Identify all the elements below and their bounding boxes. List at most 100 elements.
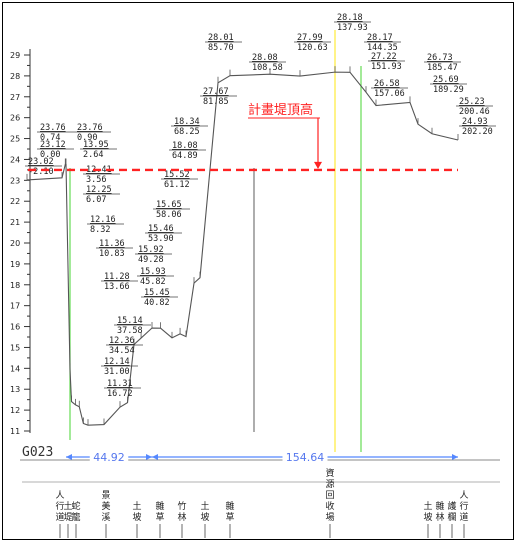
elevation-axis: 29 28 27 26 25 24 23 22 21 20 19 18 17 16 15 14 13 12 11 bbox=[10, 49, 31, 436]
svg-text:蛇: 蛇 bbox=[71, 500, 80, 512]
design-crest-label: 計畫堤頂高 bbox=[248, 102, 313, 118]
y-tick-label: 14 bbox=[10, 364, 20, 373]
offset-value: 0.90 bbox=[77, 133, 97, 143]
elevation-value: 18.08 bbox=[172, 141, 198, 151]
elevation-value: 15.93 bbox=[140, 267, 166, 277]
elevation-value: 23.76 bbox=[77, 123, 103, 133]
svg-text:回: 回 bbox=[325, 490, 334, 501]
y-tick-label: 28 bbox=[10, 72, 20, 81]
elevation-value: 27.99 bbox=[297, 33, 323, 43]
svg-text:竹: 竹 bbox=[177, 500, 186, 512]
offset-value: 53.90 bbox=[148, 234, 174, 244]
reference-lines bbox=[69, 30, 362, 452]
svg-text:溪: 溪 bbox=[101, 511, 110, 523]
land-use-soil-3: 土坡 bbox=[200, 500, 210, 538]
land-use-weeds-forest: 雜林 bbox=[435, 500, 445, 538]
svg-text:場: 場 bbox=[325, 511, 334, 523]
svg-text:土: 土 bbox=[423, 500, 432, 512]
y-tick-label: 16 bbox=[10, 323, 20, 332]
offset-value: 40.82 bbox=[144, 298, 170, 308]
svg-text:美: 美 bbox=[101, 500, 110, 512]
svg-text:林: 林 bbox=[177, 511, 186, 523]
elevation-value: 15.92 bbox=[138, 245, 164, 255]
elevation-value: 12.14 bbox=[104, 357, 130, 367]
svg-text:資: 資 bbox=[325, 467, 334, 479]
svg-text:草: 草 bbox=[225, 511, 234, 523]
y-tick-label: 26 bbox=[10, 114, 20, 123]
svg-text:草: 草 bbox=[155, 511, 164, 523]
land-use-pedestrian-path: 人行道 bbox=[55, 490, 65, 538]
survey-point-label: 23.02-2.10 bbox=[25, 157, 62, 177]
offset-value: 31.00 bbox=[104, 367, 130, 377]
elevation-value: 11.36 bbox=[99, 239, 125, 249]
offset-value: 13.66 bbox=[104, 282, 130, 292]
svg-text:源: 源 bbox=[325, 479, 334, 490]
y-tick-label: 18 bbox=[10, 281, 20, 290]
offset-value: 2.64 bbox=[83, 150, 103, 160]
survey-point-label: 23.760.90 bbox=[74, 123, 111, 143]
elevation-value: 25.69 bbox=[433, 75, 459, 85]
elevation-value: 24.93 bbox=[462, 117, 488, 127]
y-tick-label: 22 bbox=[10, 197, 20, 206]
offset-value: 6.07 bbox=[86, 195, 106, 205]
offset-value: 64.89 bbox=[172, 151, 198, 161]
offset-value: 200.46 bbox=[459, 107, 490, 117]
land-use-fence: 護欄 bbox=[447, 500, 457, 538]
svg-text:堤: 堤 bbox=[63, 512, 72, 523]
offset-value: 0.74 bbox=[40, 133, 60, 143]
section-id: G023 bbox=[22, 445, 53, 460]
elevation-value: 15.65 bbox=[156, 200, 182, 210]
offset-value: 202.20 bbox=[462, 127, 493, 137]
survey-point-label: 13.952.64 bbox=[80, 140, 117, 160]
y-tick-label: 11 bbox=[10, 427, 20, 436]
offset-value: 108.58 bbox=[252, 63, 283, 73]
offset-value: 85.70 bbox=[208, 43, 234, 53]
svg-text:雜: 雜 bbox=[225, 500, 234, 512]
svg-text:雜: 雜 bbox=[435, 500, 444, 512]
offset-value: 157.06 bbox=[374, 89, 405, 99]
svg-text:收: 收 bbox=[325, 500, 334, 512]
land-use-soil-2: 土坡 bbox=[132, 500, 142, 538]
drawing-frame bbox=[2, 2, 514, 540]
survey-point-label: 12.256.07 bbox=[83, 185, 120, 205]
elevation-value: 28.08 bbox=[252, 53, 278, 63]
offset-value: 49.28 bbox=[138, 255, 164, 265]
y-tick-label: 25 bbox=[10, 135, 20, 144]
svg-text:道: 道 bbox=[459, 511, 468, 523]
offset-value: 37.58 bbox=[117, 326, 143, 336]
y-tick-label: 15 bbox=[10, 343, 20, 352]
elevation-value: 15.52 bbox=[164, 170, 190, 180]
elevation-value: 28.01 bbox=[208, 33, 234, 43]
y-tick-label: 21 bbox=[10, 218, 20, 227]
svg-text:雜: 雜 bbox=[155, 500, 164, 512]
elevation-value: 23.02 bbox=[28, 157, 54, 167]
elevation-value: 12.25 bbox=[86, 185, 112, 195]
offset-value: 34.54 bbox=[109, 346, 135, 356]
span-label: 154.64 bbox=[286, 451, 325, 464]
elevation-value: 23.76 bbox=[40, 123, 66, 133]
span-label: 44.92 bbox=[93, 451, 125, 464]
offset-value: -2.10 bbox=[28, 167, 54, 177]
y-tick-label: 24 bbox=[10, 155, 20, 164]
ground-profile bbox=[26, 66, 459, 426]
svg-text:坡: 坡 bbox=[423, 511, 432, 523]
elevation-value: 28.17 bbox=[367, 33, 393, 43]
y-tick-label: 19 bbox=[10, 260, 20, 269]
